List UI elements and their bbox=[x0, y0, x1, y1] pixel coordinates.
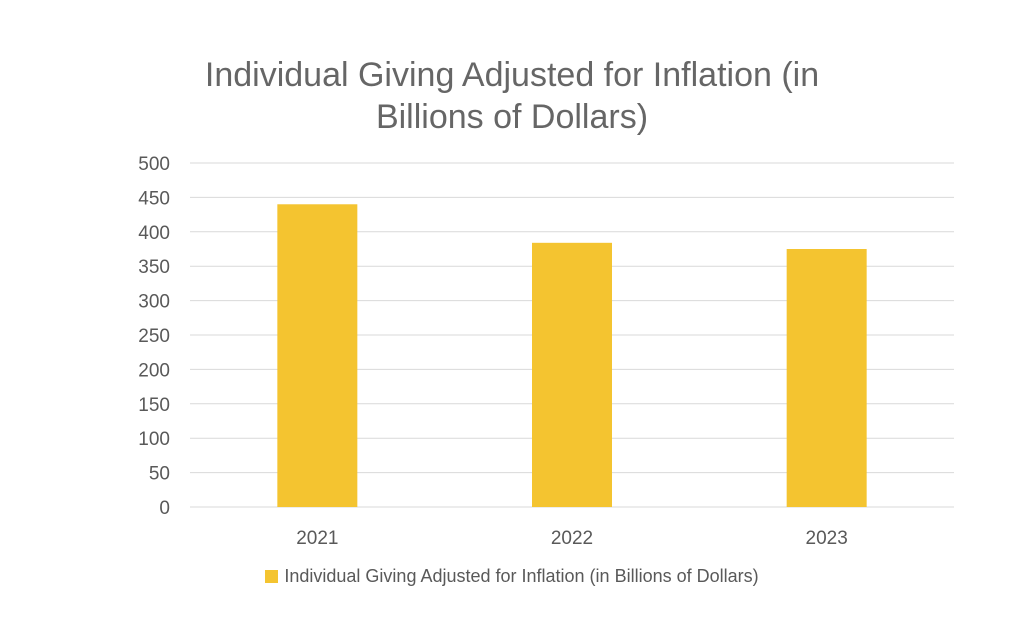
legend-swatch bbox=[265, 570, 279, 583]
chart-title-line-1: Individual Giving Adjusted for Inflation… bbox=[204, 56, 820, 94]
y-tick-label: 350 bbox=[138, 257, 170, 278]
y-tick-label: 400 bbox=[138, 223, 170, 244]
y-tick-label: 0 bbox=[159, 498, 170, 519]
y-tick-label: 150 bbox=[138, 395, 170, 416]
x-tick-label: 2023 bbox=[806, 528, 848, 549]
chart-title: Individual Giving Adjusted for Inflation… bbox=[0, 54, 1024, 138]
bar-2022 bbox=[532, 242, 612, 508]
y-axis-ticks: 0 50 100 150 200 250 300 350 400 450 500 bbox=[138, 154, 170, 519]
y-tick-label: 200 bbox=[138, 360, 170, 381]
y-tick-label: 50 bbox=[149, 464, 170, 485]
x-tick-label: 2022 bbox=[551, 528, 593, 549]
bar-2021 bbox=[277, 204, 358, 507]
bars bbox=[277, 204, 867, 508]
y-tick-label: 300 bbox=[138, 292, 170, 313]
y-tick-label: 250 bbox=[138, 326, 170, 347]
y-tick-label: 500 bbox=[138, 154, 170, 175]
bar-2023 bbox=[786, 249, 867, 507]
chart-title-line-2: Billions of Dollars) bbox=[375, 98, 649, 136]
legend-label: Individual Giving Adjusted for Inflation… bbox=[284, 566, 759, 586]
y-tick-label: 100 bbox=[138, 429, 170, 450]
y-tick-label: 450 bbox=[138, 188, 170, 209]
x-axis-ticks: 2021 2022 2023 bbox=[296, 528, 848, 549]
legend: Individual Giving Adjusted for Inflation… bbox=[0, 566, 1024, 587]
x-tick-label: 2021 bbox=[296, 528, 338, 549]
